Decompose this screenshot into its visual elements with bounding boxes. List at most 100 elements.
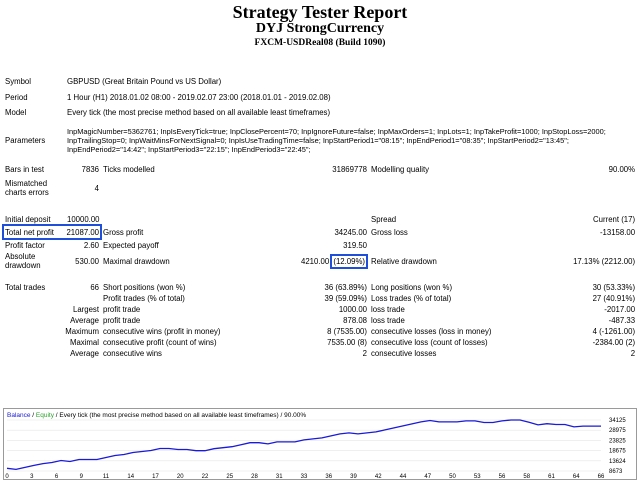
quality-value: 90.00% <box>608 164 636 174</box>
legend-description: / Every tick (the most precise method ba… <box>54 412 306 419</box>
ticks-value: 31869778 <box>332 164 367 174</box>
gross-loss-label: Gross loss <box>371 227 408 237</box>
profit-trades-label: Profit trades (% of total) <box>103 294 185 303</box>
max-drawdown-cell: 4210.00 (12.09%) <box>251 251 369 271</box>
x-tick-label: 3 <box>30 474 34 480</box>
maximal-row: Maximal consecutive profit (count of win… <box>3 337 637 348</box>
x-tick-label: 36 <box>325 474 332 480</box>
short-label: Short positions (won %) <box>103 282 186 292</box>
max-drawdown-label: Maximal drawdown <box>103 256 170 266</box>
max-drawdown-value: 4210.00 <box>301 256 330 266</box>
report-title: Strategy Tester Report <box>232 2 408 22</box>
x-tick-label: 64 <box>573 474 580 480</box>
x-tick-label: 66 <box>598 474 605 480</box>
legend-balance: Balance <box>7 412 31 419</box>
max-drawdown-pct: (12.09%) <box>330 253 368 269</box>
largest-row: Largest profit trade 1000.00 loss trade … <box>3 304 637 315</box>
maximal-cons-profit-label: consecutive profit (count of wins) <box>103 338 217 347</box>
chart-grid <box>7 419 601 472</box>
x-tick-label: 11 <box>103 474 110 480</box>
gross-profit-value: 34245.00 <box>334 227 367 237</box>
expert-name: DYJ StrongCurrency <box>255 21 385 36</box>
balance-line <box>6 419 601 471</box>
max-cons-losses-label: consecutive losses (loss in money) <box>371 327 492 336</box>
model-row: Model Every tick (the most precise metho… <box>3 105 637 119</box>
y-tick-label: 8673 <box>609 469 623 475</box>
bars-row: Bars in test 7836 Ticks modelled 3186977… <box>3 161 637 177</box>
x-tick-label: 9 <box>80 474 84 480</box>
total-trades-value: 66 <box>90 282 99 292</box>
loss-trades-label: Loss trades (% of total) <box>371 294 452 303</box>
average-label: Average <box>70 316 99 325</box>
long-label: Long positions (won %) <box>371 282 453 292</box>
y-tick-label: 13624 <box>609 459 626 465</box>
deposit-row: Initial deposit 10000.00 Spread Current … <box>3 213 637 225</box>
profit-factor-row: Profit factor 2.60 Expected payoff 319.5… <box>3 239 637 251</box>
x-tick-label: 22 <box>202 474 209 480</box>
x-tick-label: 42 <box>375 474 382 480</box>
total-trades-label: Total trades <box>5 282 46 292</box>
legend-separator: / <box>31 412 36 419</box>
x-tick-label: 14 <box>127 474 134 480</box>
parameters-row: Parameters InpMagicNumber=5362761; InpIs… <box>3 119 637 161</box>
report-table: Symbol GBPUSD (Great Britain Pound vs US… <box>2 59 637 359</box>
model-label: Model <box>5 107 27 117</box>
avg-cons-losses-value: 2 <box>630 349 636 358</box>
y-tick-label: 34125 <box>609 418 626 424</box>
avg-cons-label: Average <box>70 349 99 358</box>
gross-loss-value: -13158.00 <box>599 227 636 237</box>
initial-deposit-value: 10000.00 <box>67 214 100 224</box>
x-tick-label: 44 <box>400 474 407 480</box>
profit-factor-label: Profit factor <box>5 240 45 250</box>
drawdown-row: Absolute drawdown 530.00 Maximal drawdow… <box>3 251 637 271</box>
x-tick-label: 20 <box>177 474 184 480</box>
net-profit-box: Total net profit 21087.00 <box>2 224 102 240</box>
x-tick-label: 33 <box>301 474 308 480</box>
x-tick-label: 53 <box>474 474 481 480</box>
avg-cons-row: Average consecutive wins 2 consecutive l… <box>3 348 637 359</box>
chart-legend: Balance / Equity / Every tick (the most … <box>7 412 306 419</box>
spread-value: Current (17) <box>593 214 636 224</box>
chart-frame <box>3 408 637 480</box>
initial-deposit-label: Initial deposit <box>5 214 51 224</box>
mismatch-label: Mismatched charts errors <box>5 179 49 197</box>
average-loss-value: -487.33 <box>608 316 636 325</box>
avg-cons-losses-label: consecutive losses <box>371 349 437 358</box>
bars-value: 7836 <box>81 164 99 174</box>
rel-drawdown-value: 17.13% (2212.00) <box>573 256 636 266</box>
spread-label: Spread <box>371 214 397 224</box>
maximal-cons-loss-value: -2384.00 (2) <box>592 338 636 347</box>
period-row: Period 1 Hour (H1) 2018.01.02 08:00 - 20… <box>3 89 637 105</box>
abs-drawdown-label: Absolute drawdown <box>5 252 41 270</box>
abs-drawdown-value: 530.00 <box>75 256 99 266</box>
period-label: Period <box>5 92 28 102</box>
gross-profit-label: Gross profit <box>103 227 144 237</box>
net-profit-value: 21087.00 <box>66 227 99 237</box>
profit-factor-value: 2.60 <box>83 240 99 250</box>
y-tick-label: 23825 <box>609 438 626 444</box>
long-value: 30 (53.33%) <box>592 282 636 292</box>
profit-trades-value: 39 (59.09%) <box>324 294 367 303</box>
x-tick-label: 47 <box>424 474 431 480</box>
avg-cons-wins-value: 2 <box>362 349 367 358</box>
average-row: Average profit trade 878.08 loss trade -… <box>3 315 637 326</box>
expected-payoff-label: Expected payoff <box>103 240 159 250</box>
x-tick-label: 28 <box>251 474 258 480</box>
x-tick-label: 6 <box>55 474 59 480</box>
largest-label: Largest <box>72 305 99 314</box>
maximal-label: Maximal <box>69 338 99 347</box>
maximal-cons-profit-value: 7535.00 (8) <box>327 338 367 347</box>
ticks-label: Ticks modelled <box>103 164 155 174</box>
x-tick-label: 17 <box>152 474 159 480</box>
server-build: FXCM-USDReal08 (Build 1090) <box>254 38 386 48</box>
x-tick-label: 0 <box>5 474 9 480</box>
max-cons-wins-label: consecutive wins (profit in money) <box>103 327 221 336</box>
largest-loss-value: -2017.00 <box>604 305 636 314</box>
maximum-label: Maximum <box>65 327 99 336</box>
net-profit-label: Total net profit <box>5 227 54 237</box>
chart-series <box>6 419 601 471</box>
x-tick-label: 25 <box>226 474 233 480</box>
max-cons-wins-value: 8 (7535.00) <box>327 327 367 336</box>
x-tick-label: 39 <box>350 474 357 480</box>
average-loss-label: loss trade <box>371 316 405 325</box>
